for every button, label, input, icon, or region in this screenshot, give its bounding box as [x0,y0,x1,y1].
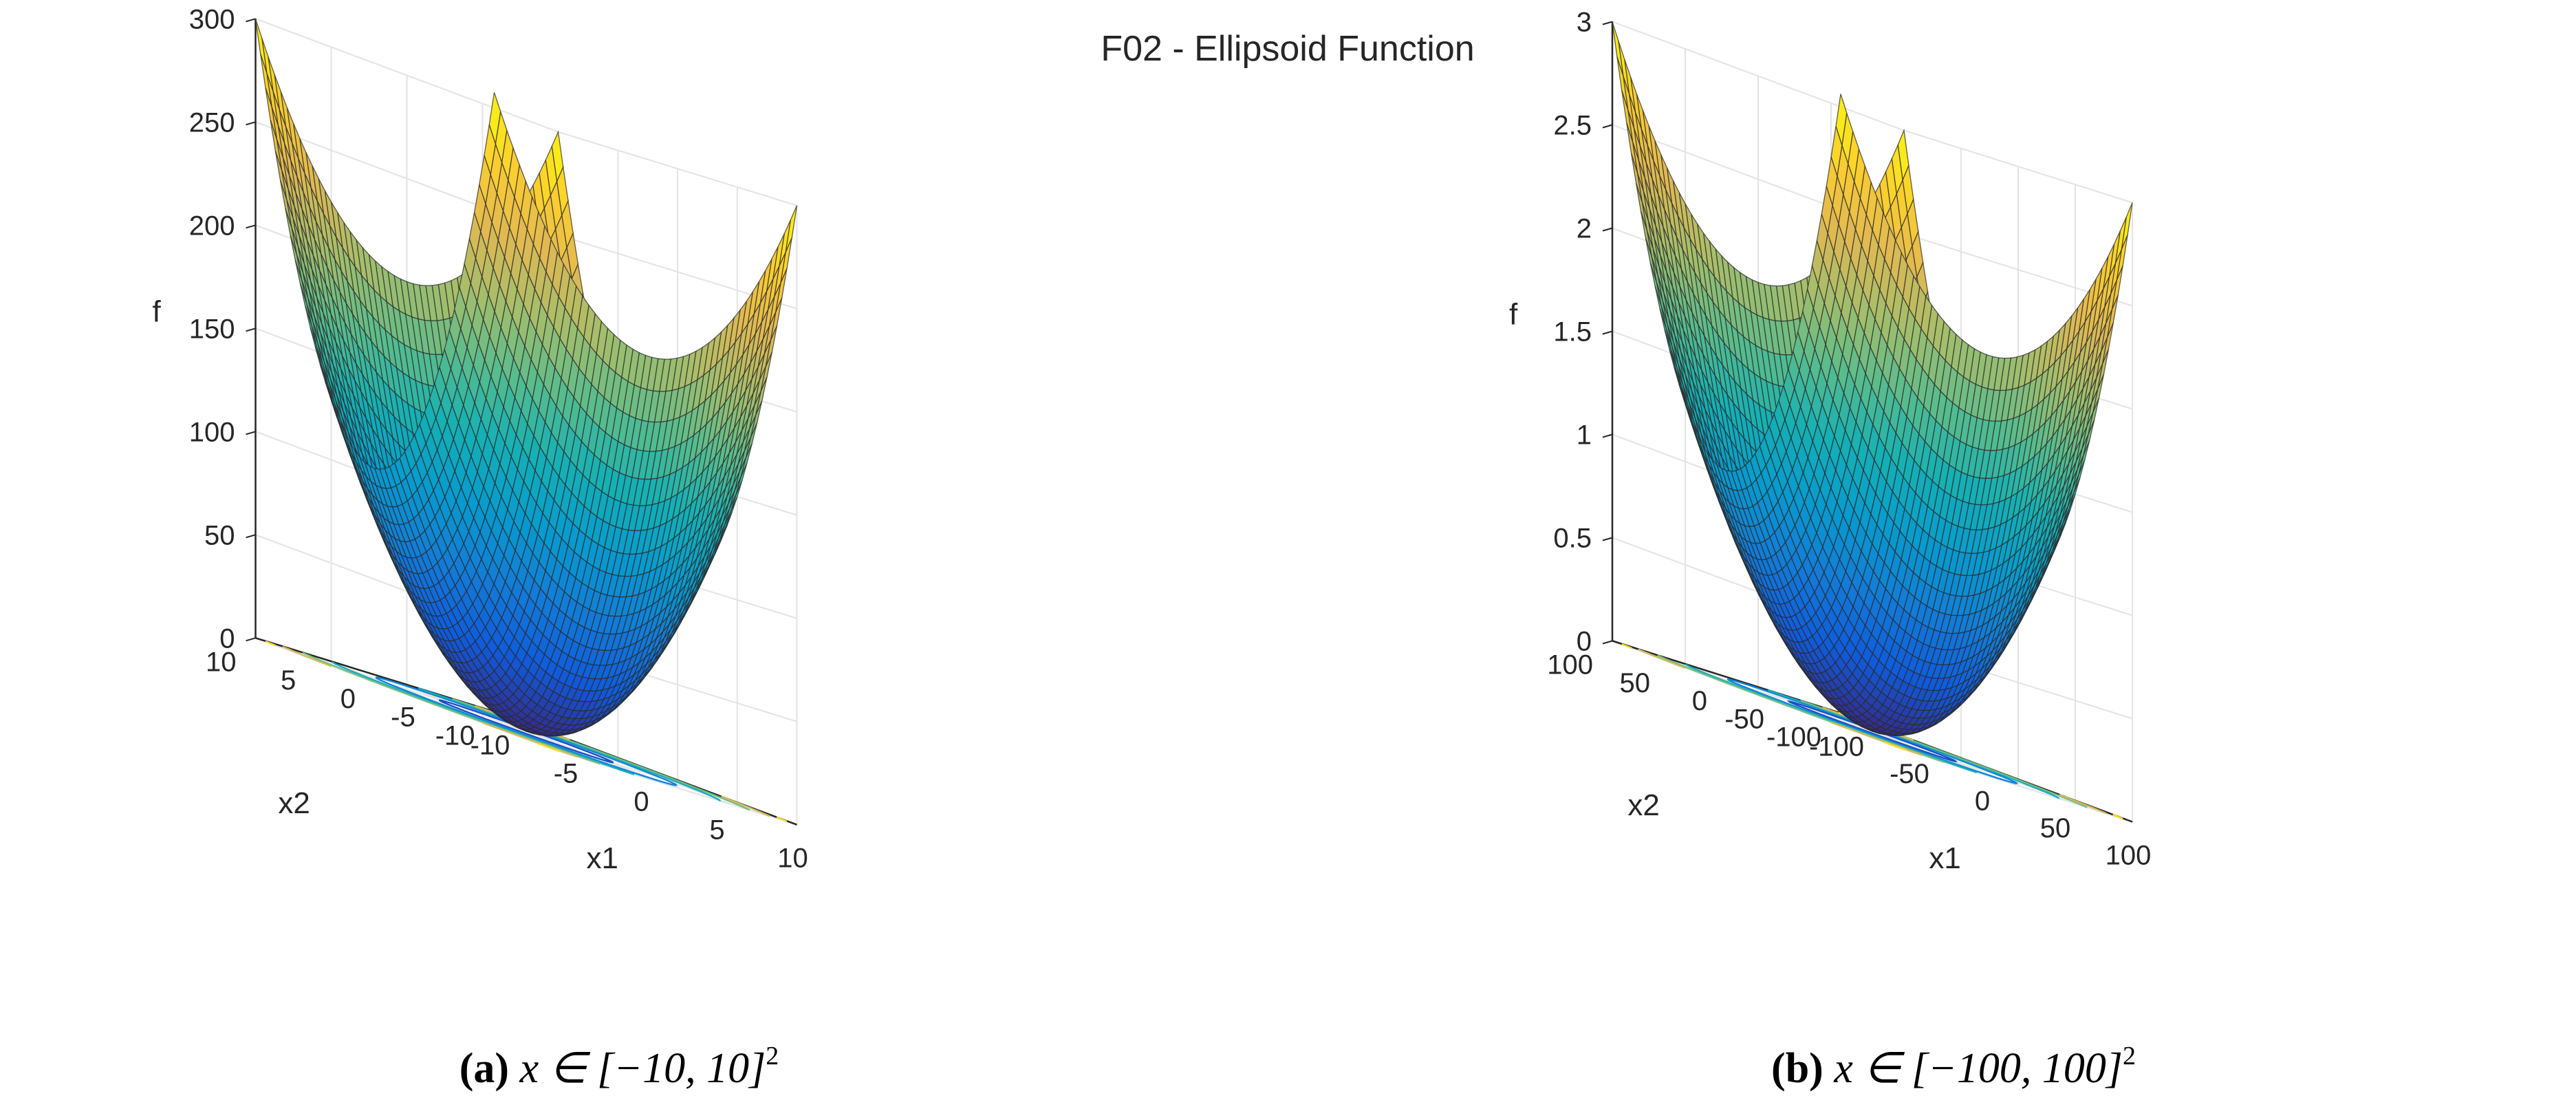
z-tick-label: 250 [189,107,235,138]
z-tick-mark [1602,124,1613,129]
y-tick-label: 5 [281,665,296,696]
contour-line [265,640,788,823]
z-tick-mark [246,224,256,229]
z-tick-label: 100 [189,417,235,447]
contour-group [265,640,788,823]
contour-line [282,645,770,817]
z-tick-mark [1602,433,1613,438]
y-tick-label: -10 [435,720,475,751]
z-tick-mark [246,534,256,539]
figure-title: F02 - Ellipsoid Function [1101,29,1474,69]
caption: (a) x ∈ [−10, 10]2 [459,1042,779,1092]
y-tick-label: 0 [1692,686,1707,716]
y-axis-label: x2 [278,786,310,820]
x-tick-label: 50 [2040,813,2071,843]
y-tick-label: -50 [1724,704,1764,734]
z-tick-label: 150 [189,314,235,344]
z-tick-label: 1.5 [1553,317,1592,347]
surface-mesh [255,19,798,737]
caption-label: (b) [1771,1045,1823,1092]
x-tick-label: 0 [1975,786,1990,817]
x-tick-label: 10 [777,843,808,874]
contour-line [332,661,721,802]
caption-text: x ∈ [−100, 100] [1823,1045,2123,1092]
z-tick-label: 3 [1577,8,1592,38]
z-tick-label: 2 [1577,214,1592,244]
x-tick-label: -50 [1890,759,1929,789]
y-tick-label: 10 [206,647,237,677]
z-tick-label: 200 [189,211,235,241]
gridline-z [1612,21,2133,204]
y-tick-label: -100 [1766,722,1821,753]
contour-line [438,699,614,764]
panel-a: 050100150200250300-10-50510-10-50510x1x2… [153,4,808,1092]
z-tick-mark [1602,537,1613,541]
y-tick-label: -5 [391,702,415,733]
surface-patch [255,19,268,74]
caption-superscript: 2 [766,1042,779,1071]
z-tick-mark [246,327,256,332]
z-tick-mark [246,637,256,642]
x-tick-label: 100 [2106,841,2152,871]
contour-line [375,676,678,786]
z-tick-label: 1 [1577,420,1592,451]
caption-superscript: 2 [2123,1042,2136,1071]
z-tick-label: 50 [204,520,235,550]
x-axis-label: x1 [1929,841,1960,875]
z-tick-mark [1602,640,1613,645]
panel-b: 00.511.522.53-100-50050100-100-50050100x… [1509,8,2152,1093]
z-tick-mark [1602,330,1613,335]
caption-text: x ∈ [−10, 10] [509,1045,766,1092]
caption: (b) x ∈ [−100, 100]2 [1771,1042,2136,1092]
z-tick-mark [246,18,256,23]
z-tick-label: 2.5 [1553,111,1592,141]
z-axis-label: f [1509,298,1518,332]
caption-label: (a) [459,1045,509,1092]
x-tick-label: -5 [554,758,578,788]
surface-mesh [1612,21,2133,736]
z-tick-label: 300 [189,4,235,34]
z-axis-label: f [153,294,162,328]
z-tick-mark [1602,227,1613,232]
x-tick-label: 0 [634,787,649,817]
y-tick-label: 0 [340,684,356,714]
z-tick-label: 0.5 [1553,524,1592,554]
gridline-z [255,18,797,206]
z-tick-mark [246,121,256,126]
x-tick-label: 5 [709,815,724,846]
y-axis-label: x2 [1627,788,1659,822]
y-tick-label: 100 [1547,650,1593,680]
x-tick-label: -10 [470,730,510,760]
z-tick-mark [246,431,256,436]
z-tick-mark [1602,21,1613,25]
y-tick-label: 50 [1620,668,1651,698]
surface-patch [1612,21,1624,76]
x-axis-label: x1 [587,841,618,875]
